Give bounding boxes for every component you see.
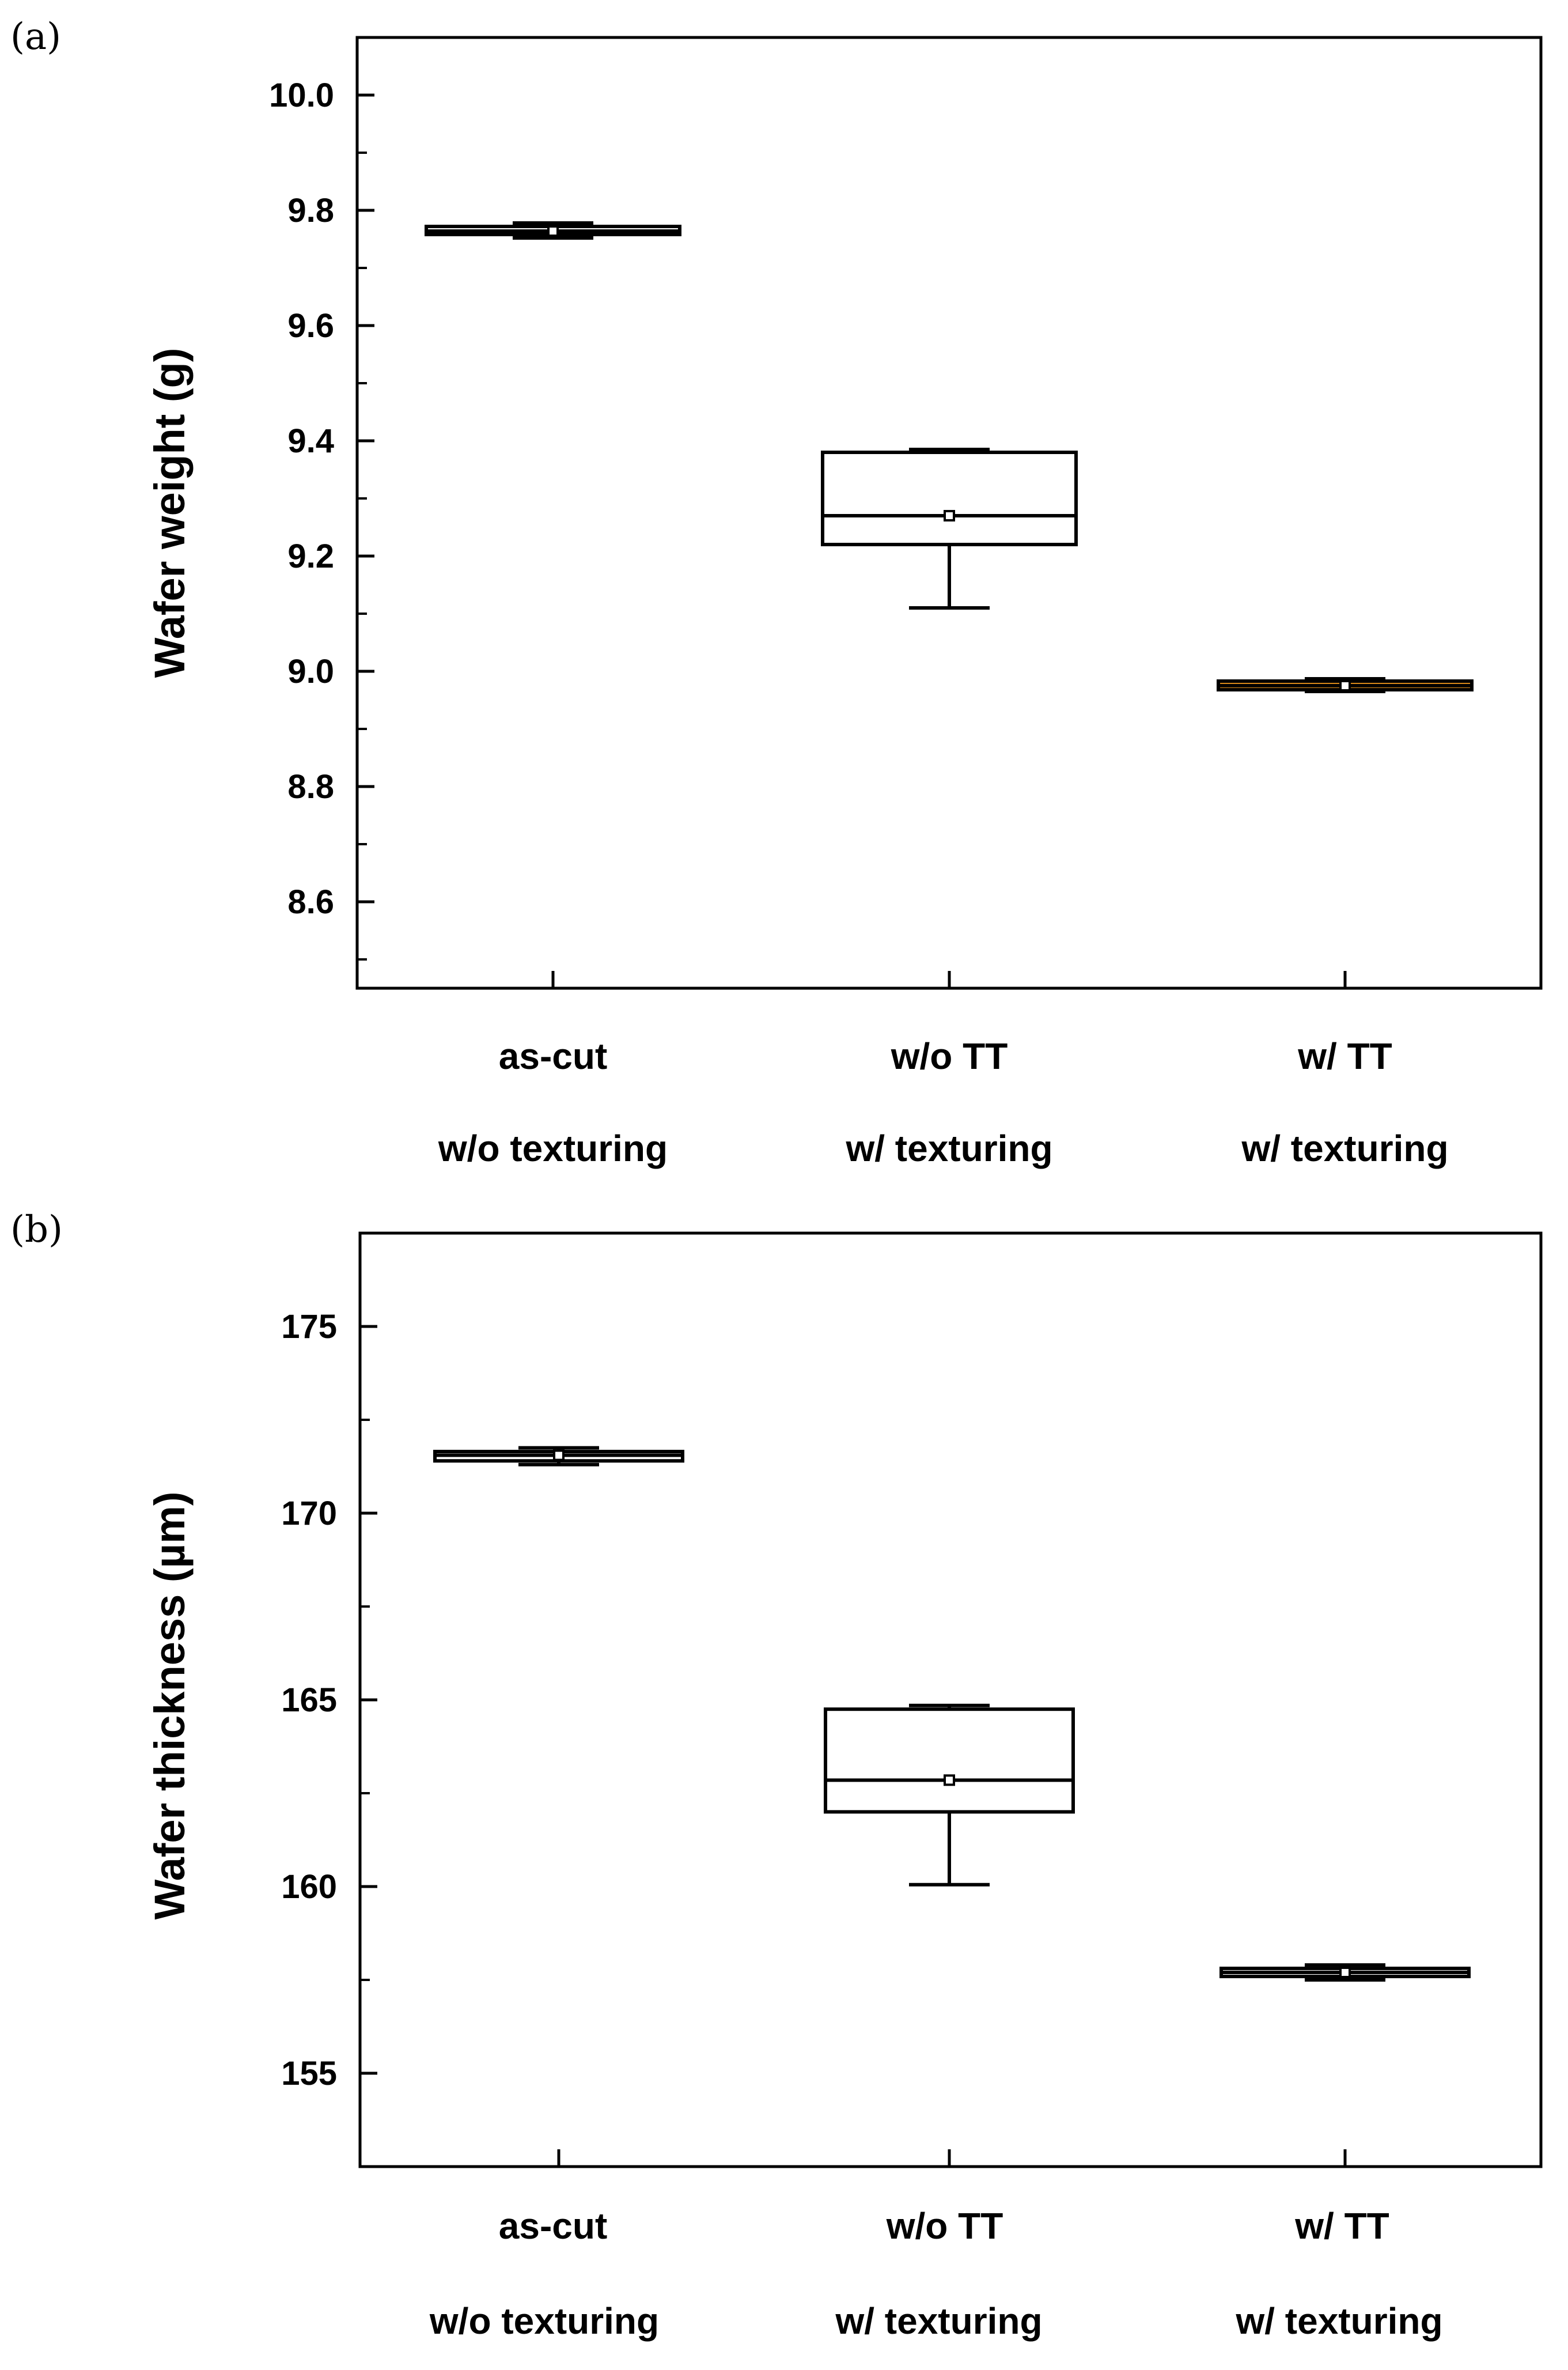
panel-b-y-axis-title: Wafer thickness (µm) — [146, 1491, 194, 1919]
panel-a-y-axis-title: Wafer weight (g) — [146, 348, 194, 678]
panel-a-y-tick-label: 8.8 — [287, 768, 334, 806]
panel-b-y-tick-label: 165 — [281, 1681, 337, 1719]
panel-a-y-tick-label: 10.0 — [269, 77, 334, 114]
panel-a-category-2-line1: w/o TT — [891, 1035, 1008, 1077]
panel-b-category-1-line2: w/o texturing — [429, 2300, 659, 2342]
panel-a-category-1-line1: as-cut — [499, 1035, 608, 1077]
panel-b: (b) 155 160 165 170 175 Wafer thickness (µm)… — [10, 1208, 1543, 2342]
panel-b-boxes — [433, 1446, 1471, 1982]
panel-a-category-2-line2: w/ texturing — [845, 1128, 1052, 1169]
mean-marker — [1339, 680, 1351, 691]
panel-b-y-ticks: 155 160 165 170 175 — [281, 1232, 1347, 2168]
panel-b-category-3-line2: w/ texturing — [1235, 2300, 1442, 2342]
panel-a-y-tick-label: 9.2 — [287, 538, 334, 575]
panel-a: (a) 8.6 8.8 9.0 9.2 9.4 9.6 9.8 10.0 Wafer weig… — [10, 16, 1543, 1169]
panel-a-box-2 — [821, 448, 1078, 610]
panel-b-y-tick-label: 170 — [281, 1495, 337, 1532]
panel-a-y-tick-label: 9.0 — [287, 653, 334, 690]
panel-a-category-3-line1: w/ TT — [1297, 1035, 1392, 1077]
panel-a-box-3 — [1217, 677, 1474, 693]
panel-b-plot-frame — [358, 1231, 1543, 2168]
mean-marker — [1339, 1967, 1351, 1979]
panel-b-label: (b) — [10, 1208, 63, 1251]
panel-b-y-tick-label: 175 — [281, 1308, 337, 1345]
panel-b-category-2-line2: w/ texturing — [835, 2300, 1042, 2342]
mean-marker — [944, 1774, 955, 1786]
iqr-box — [821, 451, 1078, 546]
panel-b-category-2-line1: w/o TT — [886, 2205, 1003, 2247]
panel-a-boxes — [425, 221, 1474, 693]
panel-b-category-1-line1: as-cut — [499, 2205, 608, 2247]
iqr-box — [824, 1707, 1075, 1814]
mean-marker — [547, 225, 559, 237]
panel-a-category-1-line2: w/o texturing — [438, 1128, 668, 1169]
panel-a-x-labels: as-cut w/o texturing w/o TT w/ texturing… — [438, 1035, 1449, 1169]
panel-a-category-3-line2: w/ texturing — [1241, 1128, 1448, 1169]
mean-marker — [944, 510, 955, 521]
panel-a-y-tick-label: 8.6 — [287, 883, 334, 921]
panel-a-y-tick-label: 9.6 — [287, 307, 334, 345]
panel-a-label: (a) — [10, 16, 61, 58]
panel-a-y-tick-label: 9.8 — [287, 192, 334, 229]
panel-a-y-ticks: 8.6 8.8 9.0 9.2 9.4 9.6 9.8 10.0 — [269, 36, 1347, 988]
panel-a-box-1 — [425, 221, 681, 240]
panel-b-box-1 — [433, 1446, 684, 1466]
panel-b-y-tick-label: 155 — [281, 2055, 337, 2092]
panel-b-x-labels: as-cut w/o texturing w/o TT w/ texturing… — [429, 2205, 1443, 2342]
panel-b-category-3-line1: w/ TT — [1294, 2205, 1389, 2247]
panel-b-box-3 — [1219, 1963, 1471, 1982]
panel-b-y-tick-label: 160 — [281, 1868, 337, 1906]
mean-marker — [553, 1449, 565, 1461]
panel-a-y-tick-label: 9.4 — [287, 422, 334, 460]
panel-b-box-2 — [824, 1703, 1075, 1887]
